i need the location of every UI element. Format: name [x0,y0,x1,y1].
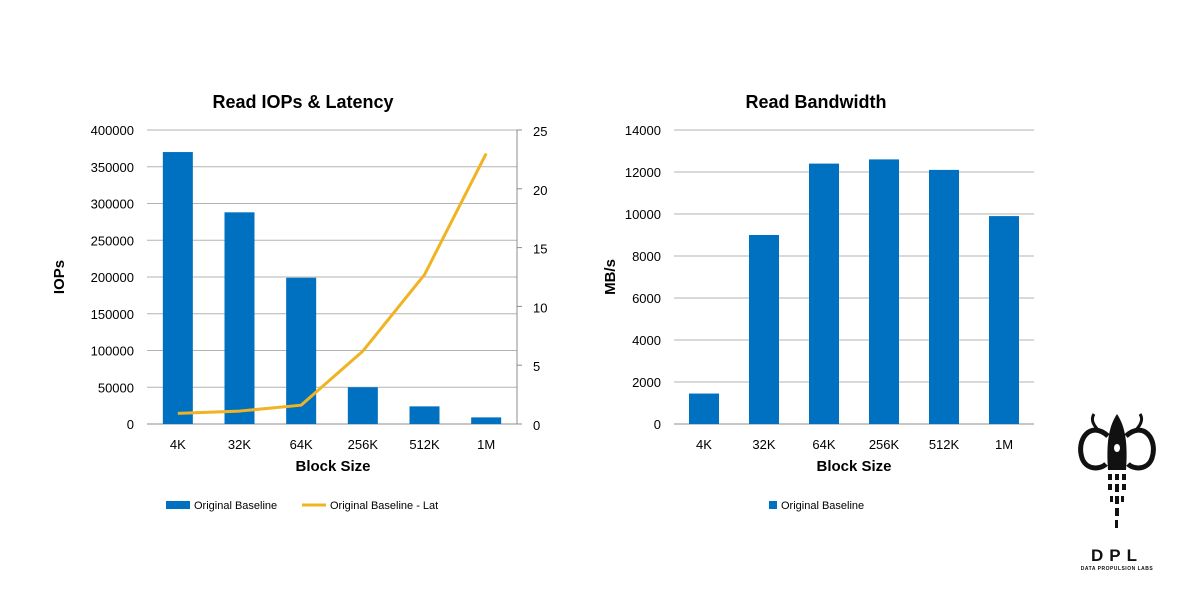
c1-latency-line [177,152,488,415]
c2-y-tick-label: 6000 [632,291,661,306]
c1-x-tick-label: 4K [170,437,186,452]
chart2-y-axis-label: MB/s [602,259,619,295]
c1-y-tick-label: 200000 [91,270,134,285]
c2-y-tick-label: 4000 [632,333,661,348]
c1-bar [471,417,502,424]
c2-x-tick-label: 256K [869,437,900,452]
c2-bar [689,393,719,424]
c1-y-tick-label: 300000 [91,197,134,212]
c1-y-tick-label: 150000 [91,307,134,322]
c1-bar [409,406,440,424]
c2-bar [989,216,1019,424]
dpl-logo-text: DPL [1091,546,1143,565]
c2-x-tick-label: 4K [696,437,712,452]
c1-y-tick-label: 100000 [91,344,134,359]
chart1-legend-bar-swatch [166,501,190,509]
c1-y-tick-label: 350000 [91,160,134,175]
chart2-legend-bar-label: Original Baseline [781,500,864,512]
c2-y-tick-label: 14000 [625,123,661,138]
chart1-legend-bar-label: Original Baseline [194,500,277,512]
chart2-legend-bar-swatch [769,501,777,509]
c1-bar [224,212,255,424]
c1-x-tick-label: 32K [228,437,251,452]
c1-y-tick-label: 400000 [91,123,134,138]
c2-y-tick-label: 2000 [632,375,661,390]
c1-bar [286,277,317,424]
c1-x-tick-label: 512K [409,437,440,452]
c2-bar [809,163,839,424]
c1-y2-tick-label: 25 [533,124,547,139]
chart1-title: Read IOPs & Latency [212,92,393,112]
rocket-icon [1078,413,1156,528]
c1-y2-tick-label: 10 [533,300,547,315]
c2-x-tick-label: 1M [995,437,1013,452]
c1-x-tick-label: 256K [348,437,379,452]
chart-read-bandwidth: Read Bandwidth 0 2000 4000 6000 8000 10000 120… [602,92,1034,512]
c1-y2-tick-label: 0 [533,418,540,433]
c2-y-tick-label: 12000 [625,165,661,180]
c1-y-tick-label: 0 [127,417,134,432]
c2-y-tick-label: 10000 [625,207,661,222]
c1-y2-tick-label: 20 [533,183,547,198]
c1-x-tick-label: 1M [477,437,495,452]
chart2-legend: Original Baseline [769,500,864,512]
chart1-legend: Original Baseline Original Baseline - La… [166,500,438,512]
chart2-title: Read Bandwidth [745,92,886,112]
c1-bar [162,152,193,425]
c2-x-tick-label: 512K [929,437,960,452]
c1-x-tick-label: 64K [290,437,313,452]
c2-x-tick-label: 64K [812,437,835,452]
chart2-x-axis-label: Block Size [816,458,891,475]
c2-bar [869,159,899,424]
dpl-logo: DPL DATA PROPULSION LABS [1078,413,1156,572]
c1-bar [347,387,378,424]
c1-y2-tick-label: 15 [533,242,547,257]
c2-x-tick-label: 32K [752,437,775,452]
chart1-y-axis-label: IOPs [51,260,68,294]
c2-y-tick-label: 8000 [632,249,661,264]
c1-y-tick-label: 50000 [98,380,134,395]
c1-y-tick-label: 250000 [91,233,134,248]
c1-y2-tick-label: 5 [533,359,540,374]
chart1-legend-line-label: Original Baseline - Lat [330,500,438,512]
dpl-logo-subtitle: DATA PROPULSION LABS [1081,566,1154,572]
chart-read-iops-latency: Read IOPs & Latency 0 50000 100000 150000 20… [51,92,547,512]
c2-bar [929,169,959,424]
chart1-x-axis-label: Block Size [295,458,370,475]
c2-y-tick-label: 0 [654,417,661,432]
c2-bar [749,235,779,424]
